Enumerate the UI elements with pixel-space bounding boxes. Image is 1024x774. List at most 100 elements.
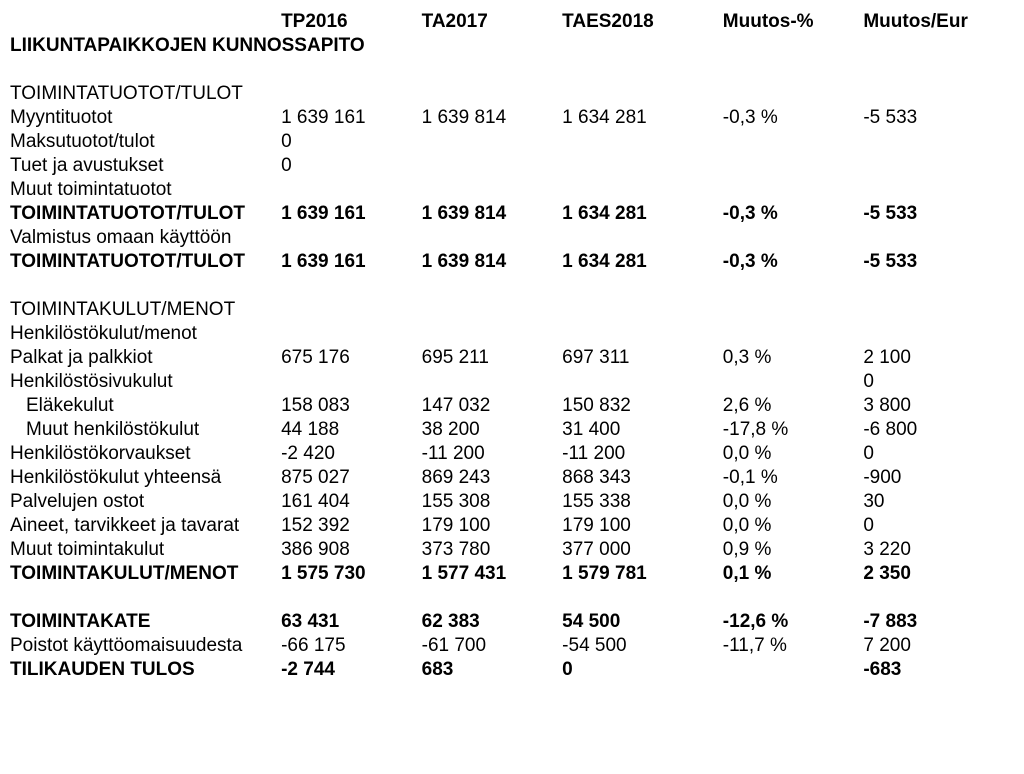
row-label: Palvelujen ostot: [10, 490, 281, 514]
title-row: LIIKUNTAPAIKKOJEN KUNNOSSAPITO: [10, 34, 1014, 58]
cell: -0,1 %: [723, 466, 864, 490]
financial-table: TP2016 TA2017 TAES2018 Muutos-% Muutos/E…: [10, 10, 1014, 682]
cell: -12,6 %: [723, 610, 864, 634]
cell: 31 400: [562, 418, 723, 442]
cell: 3 220: [863, 538, 1014, 562]
cell: 0: [863, 442, 1014, 466]
cell: 62 383: [422, 610, 563, 634]
cell: 1 634 281: [562, 202, 723, 226]
cell: 695 211: [422, 346, 563, 370]
cell: 373 780: [422, 538, 563, 562]
cell: 0,1 %: [723, 562, 864, 586]
cell: 1 575 730: [281, 562, 422, 586]
cell: 155 308: [422, 490, 563, 514]
row-label: Palkat ja palkkiot: [10, 346, 281, 370]
cell: -11 200: [422, 442, 563, 466]
table-row: Myyntituotot 1 639 161 1 639 814 1 634 2…: [10, 106, 1014, 130]
total-row: TOIMINTAKATE 63 431 62 383 54 500 -12,6 …: [10, 610, 1014, 634]
cell: 30: [863, 490, 1014, 514]
table-row: Tuet ja avustukset 0: [10, 154, 1014, 178]
row-label: TILIKAUDEN TULOS: [10, 658, 281, 682]
table-row: Muut toimintakulut 386 908 373 780 377 0…: [10, 538, 1014, 562]
row-label: Henkilöstökorvaukset: [10, 442, 281, 466]
section-title: TOIMINTAKULUT/MENOT: [10, 298, 1014, 322]
cell: -5 533: [863, 250, 1014, 274]
row-label: Tuet ja avustukset: [10, 154, 281, 178]
table-row: Eläkekulut 158 083 147 032 150 832 2,6 %…: [10, 394, 1014, 418]
table-row: Muut henkilöstökulut 44 188 38 200 31 40…: [10, 418, 1014, 442]
col-muutos-eur: Muutos/Eur: [863, 10, 1014, 34]
cell: -2 420: [281, 442, 422, 466]
col-muutos-pct: Muutos-%: [723, 10, 864, 34]
cell: -900: [863, 466, 1014, 490]
header-row: TP2016 TA2017 TAES2018 Muutos-% Muutos/E…: [10, 10, 1014, 34]
row-label: Henkilöstösivukulut: [10, 370, 281, 394]
row-label: Muut toimintakulut: [10, 538, 281, 562]
cell: 1 639 161: [281, 202, 422, 226]
table-row: Muut toimintatuotot: [10, 178, 1014, 202]
cell: 0,3 %: [723, 346, 864, 370]
cell: -683: [863, 658, 1014, 682]
col-tp2016: TP2016: [281, 10, 422, 34]
cell: 3 800: [863, 394, 1014, 418]
cell: 161 404: [281, 490, 422, 514]
table-row: Palkat ja palkkiot 675 176 695 211 697 3…: [10, 346, 1014, 370]
cell: 147 032: [422, 394, 563, 418]
cell: 0: [281, 154, 422, 178]
subtotal-row: TOIMINTAKULUT/MENOT 1 575 730 1 577 431 …: [10, 562, 1014, 586]
cell: 179 100: [422, 514, 563, 538]
cell: 1 634 281: [562, 250, 723, 274]
row-label: Muut toimintatuotot: [10, 178, 281, 202]
cell: 675 176: [281, 346, 422, 370]
table-row: Palvelujen ostot 161 404 155 308 155 338…: [10, 490, 1014, 514]
cell: 38 200: [422, 418, 563, 442]
cell: 7 200: [863, 634, 1014, 658]
row-label: Muut henkilöstökulut: [10, 418, 281, 442]
main-title: LIIKUNTAPAIKKOJEN KUNNOSSAPITO: [10, 34, 1014, 58]
cell: 2,6 %: [723, 394, 864, 418]
cell: 1 579 781: [562, 562, 723, 586]
cell: 0,0 %: [723, 514, 864, 538]
table-row: Henkilöstökulut yhteensä 875 027 869 243…: [10, 466, 1014, 490]
cell: -0,3 %: [723, 250, 864, 274]
cell: -0,3 %: [723, 106, 864, 130]
subtotal-row: TOIMINTATUOTOT/TULOT 1 639 161 1 639 814…: [10, 250, 1014, 274]
table-row: Henkilöstökulut/menot: [10, 322, 1014, 346]
row-label: Henkilöstökulut/menot: [10, 322, 281, 346]
row-label: TOIMINTATUOTOT/TULOT: [10, 202, 281, 226]
cell: 683: [422, 658, 563, 682]
subtotal-row: TOIMINTATUOTOT/TULOT 1 639 161 1 639 814…: [10, 202, 1014, 226]
row-label: Poistot käyttöomaisuudesta: [10, 634, 281, 658]
cell: -5 533: [863, 202, 1014, 226]
table-row: Poistot käyttöomaisuudesta -66 175 -61 7…: [10, 634, 1014, 658]
cell: 1 639 161: [281, 250, 422, 274]
table-row: Aineet, tarvikkeet ja tavarat 152 392 17…: [10, 514, 1014, 538]
row-label: TOIMINTAKULUT/MENOT: [10, 562, 281, 586]
cell: 869 243: [422, 466, 563, 490]
section2-title: TOIMINTAKULUT/MENOT: [10, 298, 1014, 322]
cell: -11 200: [562, 442, 723, 466]
section1-title: TOIMINTATUOTOT/TULOT: [10, 82, 1014, 106]
cell: -7 883: [863, 610, 1014, 634]
cell: 44 188: [281, 418, 422, 442]
cell: 0,0 %: [723, 490, 864, 514]
cell: 0,0 %: [723, 442, 864, 466]
row-label: TOIMINTAKATE: [10, 610, 281, 634]
cell: 875 027: [281, 466, 422, 490]
total-row: TILIKAUDEN TULOS -2 744 683 0 -683: [10, 658, 1014, 682]
cell: -17,8 %: [723, 418, 864, 442]
cell: 63 431: [281, 610, 422, 634]
table-row: Valmistus omaan käyttöön: [10, 226, 1014, 250]
cell: -66 175: [281, 634, 422, 658]
cell: 155 338: [562, 490, 723, 514]
cell: 0: [281, 130, 422, 154]
cell: 158 083: [281, 394, 422, 418]
cell: 697 311: [562, 346, 723, 370]
cell: 868 343: [562, 466, 723, 490]
row-label: Henkilöstökulut yhteensä: [10, 466, 281, 490]
cell: 1 639 814: [422, 250, 563, 274]
cell: 0,9 %: [723, 538, 864, 562]
table-row: Henkilöstösivukulut 0: [10, 370, 1014, 394]
cell: -6 800: [863, 418, 1014, 442]
section-title: TOIMINTATUOTOT/TULOT: [10, 82, 1014, 106]
